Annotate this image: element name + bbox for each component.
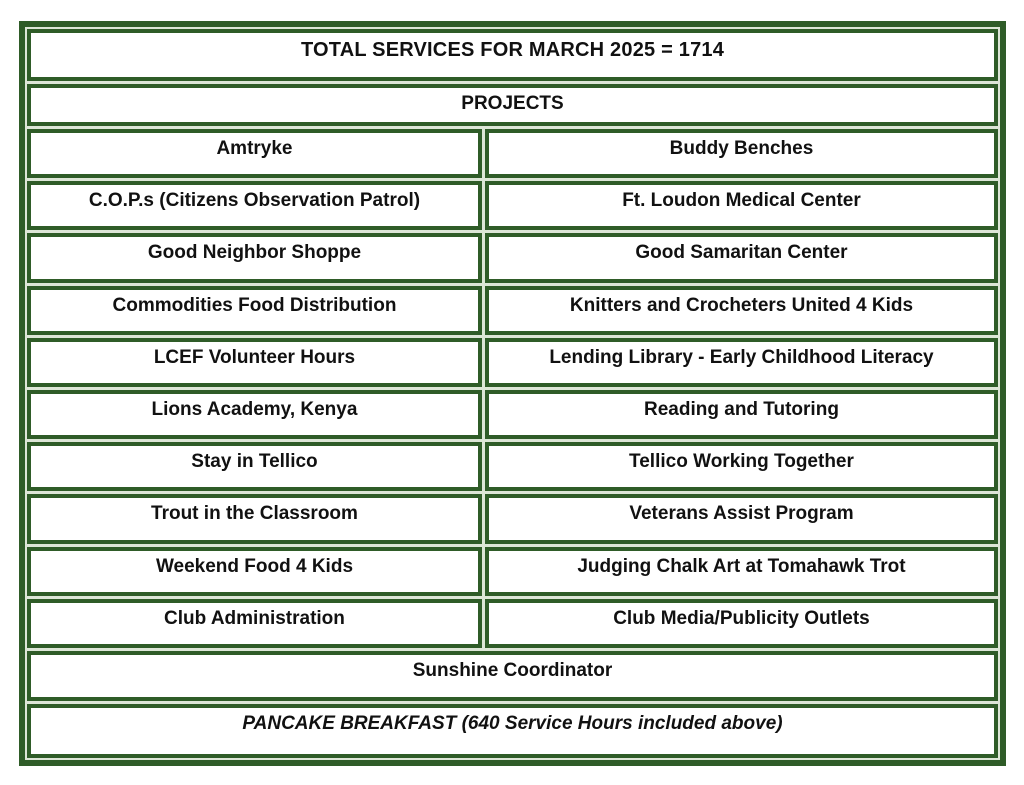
project-cell: Veterans Assist Program bbox=[484, 494, 998, 544]
project-cell: Reading and Tutoring bbox=[484, 390, 998, 440]
project-cell: C.O.P.s (Citizens Observation Patrol) bbox=[27, 181, 482, 231]
project-cell: Club Administration bbox=[27, 598, 482, 648]
project-cell: Weekend Food 4 Kids bbox=[27, 546, 482, 596]
project-cell: Buddy Benches bbox=[484, 129, 998, 179]
project-cell: Knitters and Crocheters United 4 Kids bbox=[484, 285, 998, 335]
project-cell: Good Neighbor Shoppe bbox=[27, 233, 482, 283]
projects-table: TOTAL SERVICES FOR MARCH 2025 = 1714 PRO… bbox=[19, 21, 1006, 766]
table-title: TOTAL SERVICES FOR MARCH 2025 = 1714 bbox=[27, 29, 998, 81]
project-cell: Trout in the Classroom bbox=[27, 494, 482, 544]
project-cell: Lions Academy, Kenya bbox=[27, 390, 482, 440]
sunshine-coordinator-cell: Sunshine Coordinator bbox=[27, 651, 998, 701]
project-cell: LCEF Volunteer Hours bbox=[27, 337, 482, 387]
project-cell: Judging Chalk Art at Tomahawk Trot bbox=[484, 546, 998, 596]
project-cell: Ft. Loudon Medical Center bbox=[484, 181, 998, 231]
project-cell: Amtryke bbox=[27, 129, 482, 179]
projects-header: PROJECTS bbox=[27, 84, 998, 126]
project-cell: Good Samaritan Center bbox=[484, 233, 998, 283]
pancake-breakfast-note: PANCAKE BREAKFAST (640 Service Hours inc… bbox=[27, 704, 998, 758]
project-cell: Tellico Working Together bbox=[484, 442, 998, 492]
project-cell: Stay in Tellico bbox=[27, 442, 482, 492]
project-cell: Club Media/Publicity Outlets bbox=[484, 598, 998, 648]
project-cell: Commodities Food Distribution bbox=[27, 285, 482, 335]
project-cell: Lending Library - Early Childhood Litera… bbox=[484, 337, 998, 387]
